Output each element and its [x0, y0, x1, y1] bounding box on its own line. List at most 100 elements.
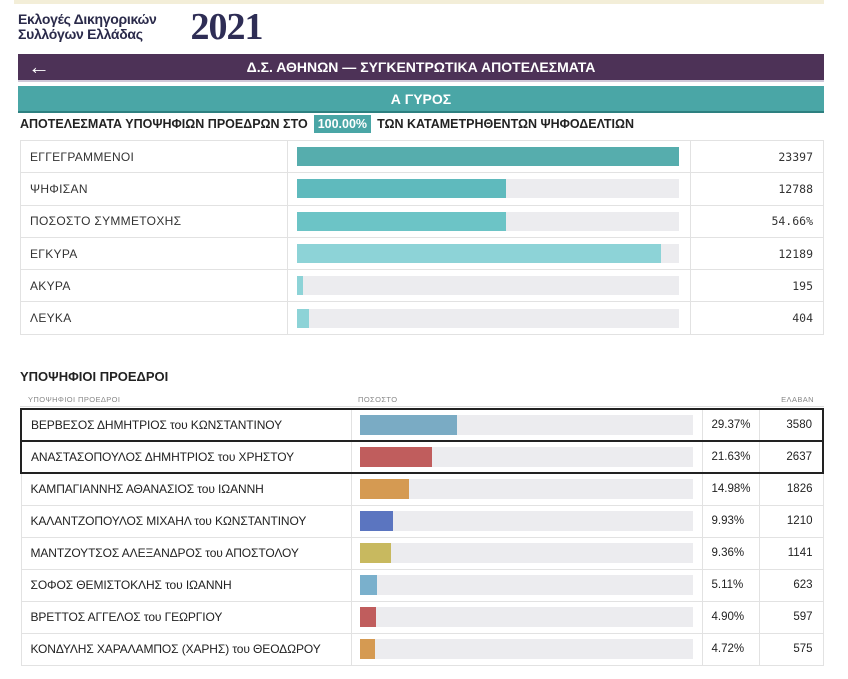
logo-line-1: Εκλογές Δικηγορικών — [18, 11, 157, 27]
candidate-percent: 9.36% — [701, 536, 760, 570]
candidate-percent: 29.37% — [701, 408, 760, 442]
candidate-row[interactable]: ΚΟΝΔΥΛΗΣ ΧΑΡΑΛΑΜΠΟΣ (ΧΑΡΗΣ) του ΘΕΟΔΩΡΟΥ… — [20, 632, 824, 666]
candidate-row[interactable]: ΚΑΛΑΝΤΖΟΠΟΥΛΟΣ ΜΙΧΑΗΛ του ΚΩΝΣΤΑΝΤΙΝΟΥ 9.… — [20, 504, 824, 538]
stats-bar-cell — [287, 139, 691, 174]
stats-value: 54.66% — [690, 204, 824, 238]
stats-value: 12189 — [690, 236, 824, 271]
candidate-bar-track — [359, 575, 693, 595]
stats-bar-cell — [287, 204, 691, 238]
candidate-row[interactable]: ΚΑΜΠΑΓΙΑΝΝΗΣ ΑΘΑΝΑΣΙΟΣ του ΙΩΑΝΝΗ 14.98% 1… — [20, 472, 824, 506]
stats-bar-fill — [297, 276, 303, 296]
candidate-bar-cell — [350, 504, 703, 538]
stats-row: ΕΓΓΕΓΡΑΜΜΕΝΟΙ 23397 — [20, 139, 824, 174]
candidates-column-headers: ΥΠΟΨΗΦΙΟΙ ΠΡΟΕΔΡΟΙ ΠΟΣΟΣΤΟ ΕΛΑΒΑΝ — [20, 395, 824, 407]
candidate-bar-cell — [350, 472, 703, 506]
round-bar: Α ΓΥΡΟΣ — [18, 86, 824, 113]
stats-bar-fill — [297, 211, 506, 231]
candidate-percent: 4.90% — [701, 600, 760, 634]
page-titlebar: ← Δ.Σ. ΑΘΗΝΩΝ — ΣΥΓΚΕΝΤΡΩΤΙΚΑ ΑΠΟΤΕΛΕΣΜΑ… — [18, 54, 824, 82]
candidate-name: ΑΝΑΣΤΑΣΟΠΟΥΛΟΣ ΔΗΜΗΤΡΙΟΣ του ΧΡΗΣΤΟΥ — [20, 440, 352, 474]
candidate-bar-fill — [359, 575, 377, 595]
stats-row: ΛΕΥΚΑ 404 — [20, 301, 824, 335]
candidate-name: ΒΡΕΤΤΟΣ ΑΓΓΕΛΟΣ του ΓΕΩΡΓΙΟΥ — [20, 600, 352, 634]
stats-bar-fill — [297, 147, 679, 167]
candidate-bar-cell — [350, 600, 703, 634]
candidate-row[interactable]: ΣΟΦΟΣ ΘΕΜΙΣΤΟΚΛΗΣ του ΙΩΑΝΝΗ 5.11% 623 — [20, 568, 824, 602]
candidate-votes: 597 — [758, 600, 824, 634]
counted-percent-badge: 100.00% — [313, 115, 372, 133]
site-logo[interactable]: Εκλογές Δικηγορικών Συλλόγων Ελλάδας — [18, 12, 157, 42]
candidate-bar-track — [359, 479, 693, 500]
candidate-votes: 575 — [758, 632, 824, 666]
candidate-percent: 5.11% — [701, 568, 760, 602]
stats-bar-track — [297, 244, 679, 264]
candidate-votes: 1826 — [758, 472, 824, 506]
stats-bar-cell — [287, 301, 691, 335]
results-heading-suffix: ΤΩΝ ΚΑΤΑΜΕΤΡΗΘΕΝΤΩΝ ΨΗΦΟΔΕΛΤΙΩΝ — [377, 117, 635, 131]
candidate-percent: 9.93% — [701, 504, 760, 538]
candidate-name: ΚΑΛΑΝΤΖΟΠΟΥΛΟΣ ΜΙΧΑΗΛ του ΚΩΝΣΤΑΝΤΙΝΟΥ — [20, 504, 352, 538]
candidate-votes: 1210 — [758, 504, 824, 538]
candidate-row[interactable]: ΑΝΑΣΤΑΣΟΠΟΥΛΟΣ ΔΗΜΗΤΡΙΟΣ του ΧΡΗΣΤΟΥ 21.6… — [20, 440, 824, 474]
stats-value: 12788 — [690, 172, 824, 206]
candidate-name: ΚΑΜΠΑΓΙΑΝΝΗΣ ΑΘΑΝΑΣΙΟΣ του ΙΩΑΝΝΗ — [20, 472, 352, 506]
candidate-bar-fill — [359, 543, 391, 563]
candidate-name: ΚΟΝΔΥΛΗΣ ΧΑΡΑΛΑΜΠΟΣ (ΧΑΡΗΣ) του ΘΕΟΔΩΡΟΥ — [20, 632, 352, 666]
candidate-percent: 4.72% — [701, 632, 760, 666]
candidate-votes: 2637 — [758, 440, 824, 474]
stats-value: 404 — [690, 301, 824, 335]
candidate-bar-cell — [350, 632, 703, 666]
stats-bar-track — [297, 211, 679, 231]
candidate-name: ΒΕΡΒΕΣΟΣ ΔΗΜΗΤΡΙΟΣ του ΚΩΝΣΤΑΝΤΙΝΟΥ — [20, 408, 352, 442]
results-heading: ΑΠΟΤΕΛΕΣΜΑΤΑ ΥΠΟΨΗΦΙΩΝ ΠΡΟΕΔΡΩΝ ΣΤΟ 100.… — [20, 115, 634, 133]
col-header-votes: ΕΛΑΒΑΝ — [781, 395, 814, 404]
stats-bar-fill — [297, 244, 662, 264]
candidate-votes: 3580 — [758, 408, 824, 442]
candidate-bar-fill — [359, 607, 376, 627]
candidate-row[interactable]: ΒΡΕΤΤΟΣ ΑΓΓΕΛΟΣ του ΓΕΩΡΓΙΟΥ 4.90% 597 — [20, 600, 824, 634]
arrow-left-icon[interactable]: ← — [28, 54, 50, 79]
candidate-bar-fill — [359, 639, 376, 659]
col-header-percent: ΠΟΣΟΣΤΟ — [358, 395, 398, 404]
logo-line-2: Συλλόγων Ελλάδας — [18, 26, 143, 42]
col-header-name: ΥΠΟΨΗΦΙΟΙ ΠΡΟΕΔΡΟΙ — [28, 395, 121, 404]
stats-label: ΑΚΥΡΑ — [20, 269, 288, 303]
candidate-votes: 1141 — [758, 536, 824, 570]
candidate-bar-track — [359, 447, 693, 467]
candidate-bar-fill — [359, 415, 458, 435]
candidate-bar-track — [359, 511, 693, 531]
candidate-name: ΜΑΝΤΖΟΥΤΣΟΣ ΑΛΕΞΑΝΔΡΟΣ του ΑΠΟΣΤΟΛΟΥ — [20, 536, 352, 570]
stats-bar-cell — [287, 269, 691, 303]
stats-value: 23397 — [690, 139, 824, 174]
candidate-bar-fill — [359, 447, 432, 467]
stats-bar-cell — [287, 172, 691, 206]
candidate-row[interactable]: ΒΕΡΒΕΣΟΣ ΔΗΜΗΤΡΙΟΣ του ΚΩΝΣΤΑΝΤΙΝΟΥ 29.37… — [20, 408, 824, 442]
round-label: Α ΓΥΡΟΣ — [390, 90, 452, 107]
candidates-table: ΒΕΡΒΕΣΟΣ ΔΗΜΗΤΡΙΟΣ του ΚΩΝΣΤΑΝΤΙΝΟΥ 29.37… — [20, 408, 824, 666]
candidate-bar-track — [359, 543, 693, 563]
candidate-percent: 14.98% — [701, 472, 760, 506]
stats-bar-fill — [297, 179, 506, 199]
stats-bar-fill — [297, 308, 309, 328]
candidate-row[interactable]: ΜΑΝΤΖΟΥΤΣΟΣ ΑΛΕΞΑΝΔΡΟΣ του ΑΠΟΣΤΟΛΟΥ 9.36… — [20, 536, 824, 570]
candidate-bar-cell — [350, 408, 703, 442]
candidate-bar-track — [359, 415, 693, 435]
stats-bar-track — [297, 276, 679, 296]
candidate-bar-cell — [350, 568, 703, 602]
stats-row: ΨΗΦΙΣΑΝ 12788 — [20, 172, 824, 206]
stats-row: ΑΚΥΡΑ 195 — [20, 269, 824, 303]
candidate-name: ΣΟΦΟΣ ΘΕΜΙΣΤΟΚΛΗΣ του ΙΩΑΝΝΗ — [20, 568, 352, 602]
stats-bar-track — [297, 308, 679, 328]
stats-label: ΕΓΚΥΡΑ — [20, 236, 288, 271]
candidate-votes: 623 — [758, 568, 824, 602]
results-heading-prefix: ΑΠΟΤΕΛΕΣΜΑΤΑ ΥΠΟΨΗΦΙΩΝ ΠΡΟΕΔΡΩΝ ΣΤΟ — [20, 117, 308, 131]
stats-label: ΨΗΦΙΣΑΝ — [20, 172, 288, 206]
stats-label: ΠΟΣΟΣΤΟ ΣΥΜΜΕΤΟΧΗΣ — [20, 204, 288, 238]
stats-value: 195 — [690, 269, 824, 303]
site-header: Εκλογές Δικηγορικών Συλλόγων Ελλάδας 202… — [14, 4, 824, 50]
top-accent-line — [14, 0, 824, 4]
candidate-bar-track — [359, 639, 693, 659]
stats-bar-track — [297, 147, 679, 167]
candidates-section-title: ΥΠΟΨΗΦΙΟΙ ΠΡΟΕΔΡΟΙ — [20, 369, 169, 384]
logo-year: 2021 — [190, 6, 264, 48]
